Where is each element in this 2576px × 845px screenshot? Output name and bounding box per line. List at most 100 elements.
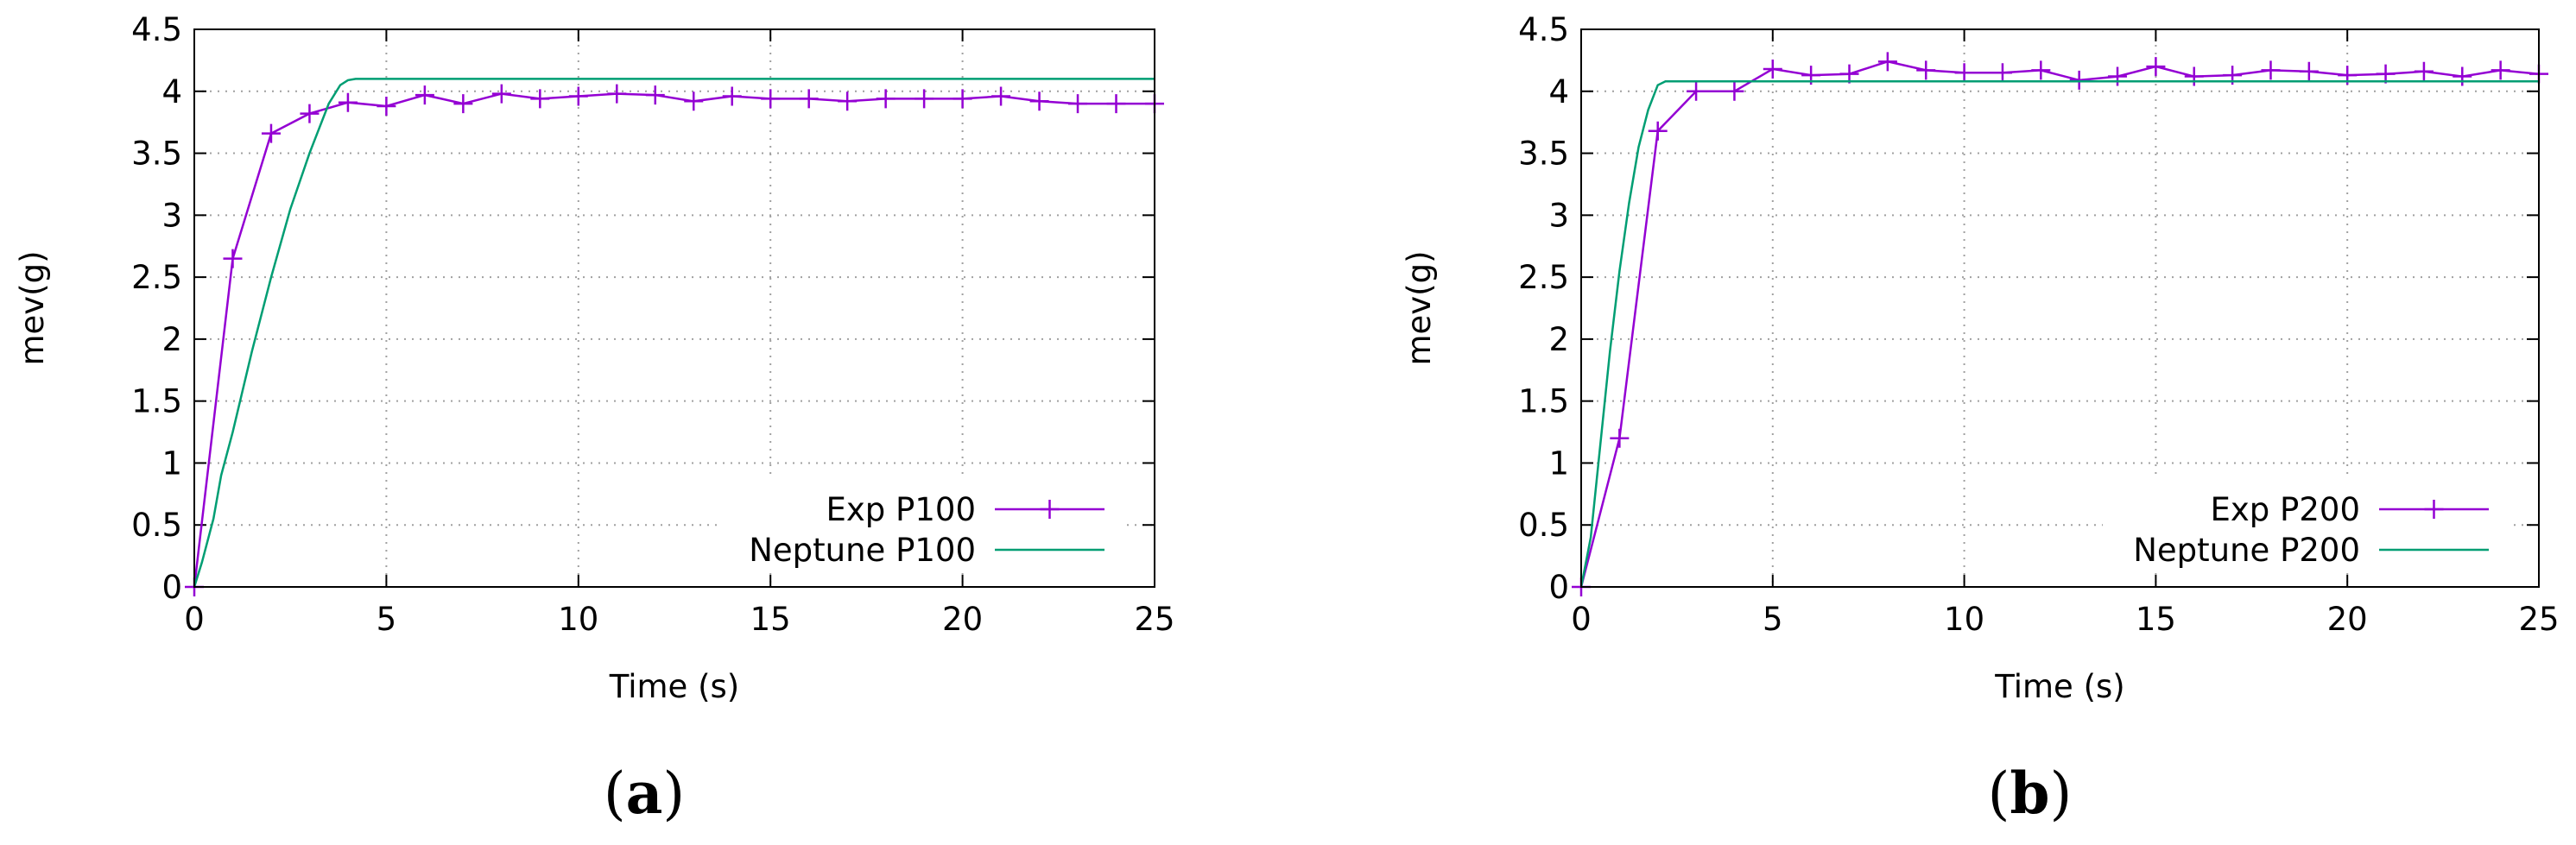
panel-a-legend-marker [1040,500,1060,519]
panel-b-legend-label-neptune: Neptune P200 [2133,532,2360,569]
panel-b-legend-label-exp: Exp P200 [2211,491,2360,528]
panel-a-y-tick-label: 0.5 [131,507,182,544]
panel-a-x-tick-label: 10 [558,601,598,638]
panel-b-data-point [2299,61,2319,81]
panel-a-caption: (a) [604,760,685,827]
panel-a-data-point [491,84,511,104]
panel-b-x-tick-label: 15 [2136,601,2176,638]
panel-a-data-point [530,89,550,109]
panel-b-data-point [1763,59,1782,79]
panel-b-data-point [1916,60,1936,80]
panel-a-data-point [453,94,473,114]
panel-a-legend-sample-exp [995,500,1104,519]
panel-b-legend-marker [2424,500,2444,519]
panel-b-series-line-neptune [1579,80,2539,588]
panel-a-data-point [300,104,320,123]
panel-a-data-point [838,91,858,111]
panel-a-y-tick-label: 3.5 [131,136,182,173]
panel-b-data-point [2031,60,2051,80]
panel-b-y-tick-labels: 0 0.5 1 1.5 2 2.5 3 3.5 4 4.5 [1518,11,1569,606]
panel-a-y-tick-label: 4 [161,73,182,110]
panel-b-caption-letter: b [2010,760,2049,827]
panel-b: 0 0.5 1 1.5 2 2.5 3 3.5 4 4.5 0 5 10 15 … [1401,11,2560,827]
panel-b-x-axis-title: Time (s) [1994,668,2124,705]
panel-b-x-tick-labels: 0 5 10 15 20 25 [1571,601,2559,638]
panel-a-data-point [761,89,781,109]
panel-b-legend-background [2103,475,2509,570]
panel-b-data-point [2376,64,2396,84]
panel-a-data-point [1029,91,1049,111]
panel-b-y-tick-label: 1.5 [1518,383,1569,420]
panel-a-y-tick-labels: 0 0.5 1 1.5 2 2.5 3 3.5 4 4.5 [131,11,182,606]
panel-a-data-point [261,123,281,143]
panel-b-y-tick-label: 3.5 [1518,136,1569,173]
panel-b-y-tick-label: 4 [1548,73,1569,110]
panel-a-data-point [799,89,819,109]
panel-a-legend-label-neptune: Neptune P100 [749,532,976,569]
panel-b-y-tick-label: 4.5 [1518,11,1569,48]
panel-a-plot-frame [193,28,1155,588]
panel-a-x-tick-label: 25 [1134,601,1174,638]
panel-a-grid [193,28,1155,588]
panel-b-data-point [1839,64,1859,84]
panel-b-data-point [2453,66,2472,86]
panel-a-data-point [645,85,665,105]
panel-a-y-tick-label: 0 [161,569,182,606]
panel-b-data-point [2261,60,2281,80]
panel-a-data-point [607,84,627,104]
panel-a-y-tick-label: 1.5 [131,383,182,420]
panel-b-y-tick-label: 1 [1548,445,1569,482]
panel-a-x-tick-label: 20 [942,601,983,638]
panel-b-data-point [1954,63,1974,83]
panel-a-x-tick-label: 0 [184,601,205,638]
panel-a-caption-letter: a [626,760,663,827]
panel-b-y-tick-label: 3 [1548,197,1569,234]
panel-b-data-point [1992,63,2012,83]
panel-a-data-point [876,89,896,109]
panel-a-x-tick-label: 15 [750,601,791,638]
panel-a-data-point [684,91,704,111]
panel-b-data-point [1687,81,1706,101]
panel-a-data-point [338,92,358,112]
panel-a-y-tick-label: 2.5 [131,259,182,296]
panel-b-data-point [2146,57,2166,77]
panel-a-data-point [415,85,434,105]
panel-b-data-point [2108,66,2128,86]
panel-a-y-axis-title: mev(g) [14,250,51,365]
panel-b-x-tick-label: 5 [1763,601,1783,638]
panel-a-data-point [915,89,934,109]
panel-b-x-tick-label: 10 [1944,601,1984,638]
panel-b-y-tick-label: 0.5 [1518,507,1569,544]
panel-a-y-tick-label: 1 [161,445,182,482]
panel-b-caption: (b) [1988,760,2073,827]
panel-a-data-point [1068,94,1088,114]
panel-a-series-line-neptune [193,78,1155,588]
panel-a-data-point [377,97,396,117]
panel-b-y-tick-label: 2.5 [1518,259,1569,296]
panel-a-legend-label-exp: Exp P100 [826,491,976,528]
panel-a-y-tick-label: 3 [161,197,182,234]
panel-a-x-tick-labels: 0 5 10 15 20 25 [184,601,1174,638]
panel-a-data-point [991,86,1011,106]
panel-a-data-point [1106,94,1126,114]
panel-b-y-tick-label: 2 [1548,321,1569,358]
panel-b-data-point [2184,66,2204,86]
panel-a-data-point [223,249,243,268]
panel-a-x-tick-label: 5 [377,601,397,638]
panel-a: 0 0.5 1 1.5 2 2.5 3 3.5 4 4.5 0 5 10 15 … [14,11,1175,827]
panel-b-legend-sample-exp [2379,500,2489,519]
panel-a-data-point [722,86,742,106]
panel-b-data-point [1725,81,1744,101]
panel-a-data-point [953,89,972,109]
panel-a-legend-background [718,475,1124,570]
panel-b-x-tick-label: 0 [1571,601,1592,638]
panel-b-y-axis-title: mev(g) [1401,250,1438,365]
panel-b-x-tick-label: 25 [2518,601,2559,638]
panel-b-data-point [2491,60,2510,80]
panel-a-data-point [568,86,588,106]
panel-a-x-axis-title: Time (s) [609,668,739,705]
panel-b-y-tick-label: 0 [1548,569,1569,606]
panel-b-plot-frame [1580,28,2540,588]
panel-a-y-tick-label: 2 [161,321,182,358]
